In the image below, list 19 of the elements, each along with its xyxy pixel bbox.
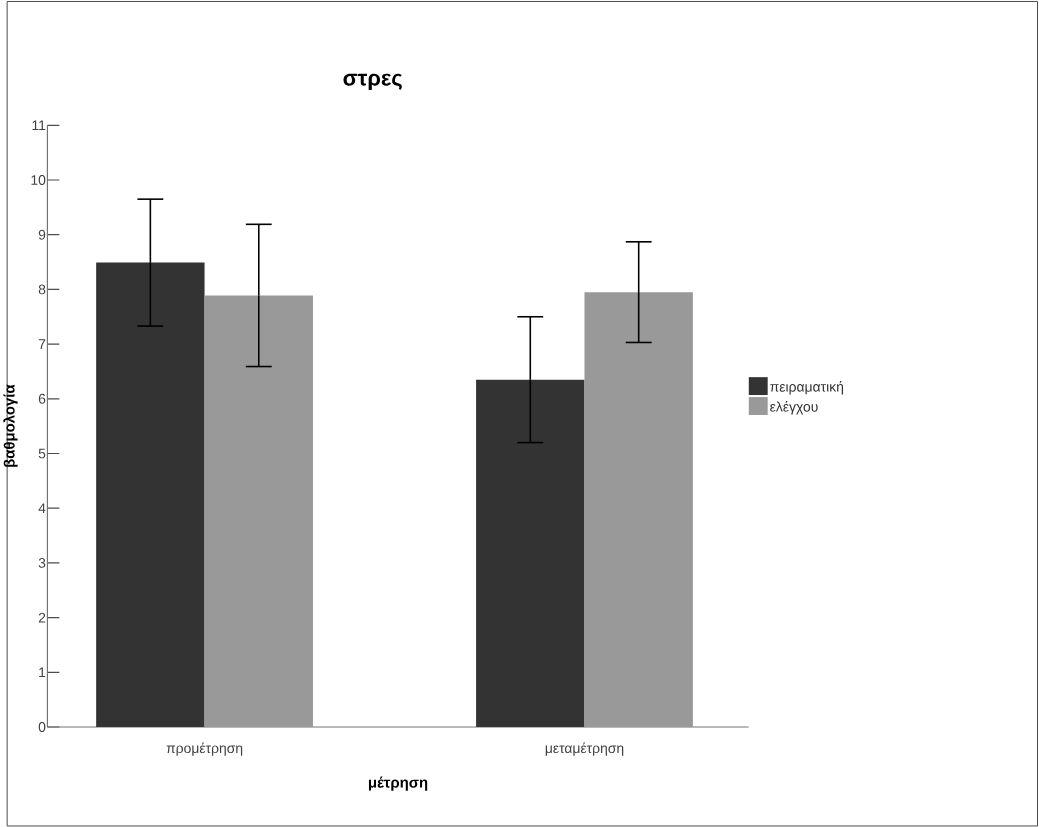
x-tick-label: προμέτρηση [166,742,243,756]
y-tick-label: 1 [39,667,46,677]
x-tick-label: μεταμέτρηση [545,742,624,756]
legend-label: πειραματική [770,380,844,395]
y-tick-label: 4 [38,503,46,513]
y-tick-label: 3 [38,557,46,568]
y-tick-label: 2 [38,612,46,623]
x-axis-title: μέτρηση [368,776,428,791]
y-tick-label: 5 [38,448,46,459]
y-tick-label: 7 [38,339,46,349]
y-tick-label: 0 [38,721,46,732]
y-tick-label: 11 [32,120,46,130]
legend-label: ελέγχου [770,400,818,415]
chart-title: στρες [343,73,402,90]
y-tick-label: 6 [38,393,46,404]
y-tick-label: 9 [38,229,46,240]
y-tick-label: 8 [38,284,46,295]
y-tick-label: 10 [31,174,46,185]
y-axis-title: βαθμολογία [3,384,18,467]
